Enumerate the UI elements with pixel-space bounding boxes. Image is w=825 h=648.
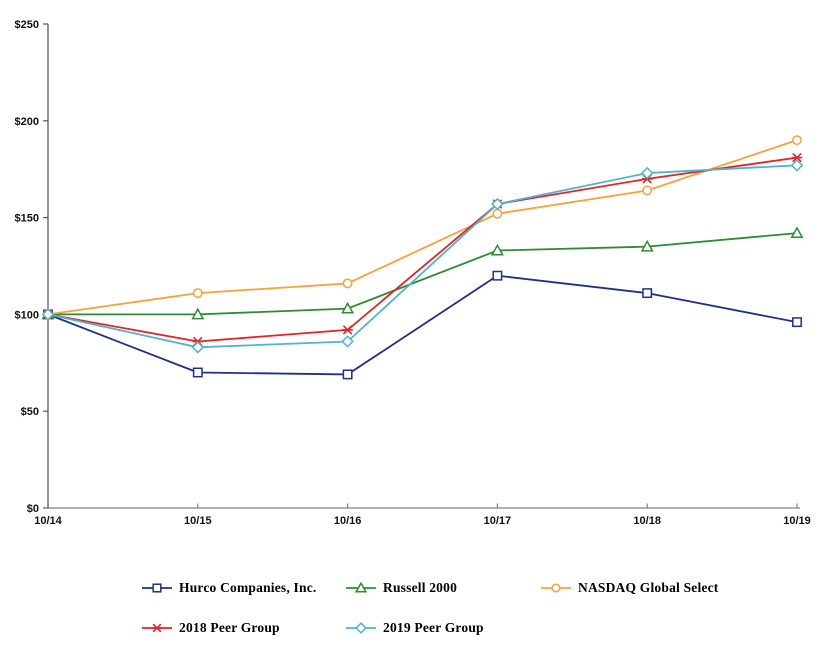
legend-item-2018-peer-group: 2018 Peer Group bbox=[141, 620, 280, 636]
y-tick-label: $100 bbox=[15, 309, 39, 321]
performance-line-chart: $0 $50 $100 $150 $200 $250 10/14 10/15 10/16 10/1… bbox=[15, 19, 811, 527]
x-tick-label: 10/16 bbox=[334, 515, 362, 527]
asterisk-marker-icon bbox=[152, 623, 162, 633]
asterisk-marker-icon bbox=[342, 325, 353, 335]
series-hurco-companies-inc bbox=[43, 270, 802, 380]
circle-marker-icon bbox=[192, 288, 203, 299]
y-tick-label: $250 bbox=[15, 19, 39, 31]
circle-marker-icon bbox=[540, 582, 572, 594]
circle-marker-icon bbox=[792, 135, 802, 146]
legend-item-nasdaq-global-select: NASDAQ Global Select bbox=[540, 580, 719, 596]
circle-marker-icon bbox=[551, 583, 561, 593]
asterisk-marker-icon bbox=[791, 152, 803, 163]
x-tick-label: 10/15 bbox=[184, 515, 212, 527]
square-marker-icon bbox=[141, 582, 173, 594]
y-tick-label: $0 bbox=[27, 503, 39, 515]
series-line bbox=[47, 274, 798, 376]
triangle-marker-icon bbox=[354, 581, 368, 593]
circle-marker-icon bbox=[492, 208, 503, 219]
x-tick-label: 10/14 bbox=[34, 515, 62, 527]
diamond-marker-icon bbox=[191, 341, 205, 354]
x-tick-label: 10/18 bbox=[633, 515, 661, 527]
diamond-marker-icon bbox=[341, 335, 354, 348]
triangle-marker-icon bbox=[640, 239, 654, 252]
asterisk-marker-icon bbox=[141, 622, 173, 634]
legend-item-hurco-companies: Hurco Companies, Inc. bbox=[141, 580, 316, 596]
series-line bbox=[48, 232, 798, 316]
diamond-marker-icon bbox=[41, 308, 55, 321]
legend-label-russell-2000: Russell 2000 bbox=[383, 580, 458, 595]
triangle-marker-icon bbox=[345, 581, 377, 594]
x-tick-label: 10/19 bbox=[783, 515, 811, 527]
series-line bbox=[47, 139, 798, 316]
legend-item-2019-peer-group: 2019 Peer Group bbox=[345, 620, 484, 636]
diamond-marker-icon bbox=[640, 166, 654, 180]
legend-item-russell-2000: Russell 2000 bbox=[345, 580, 457, 596]
series-2019-peer-group bbox=[41, 159, 804, 354]
triangle-marker-icon bbox=[191, 307, 205, 320]
diamond-marker-icon bbox=[491, 197, 504, 211]
series-nasdaq-global-select bbox=[43, 135, 802, 320]
square-marker-icon bbox=[492, 270, 503, 281]
legend-label-hurco-companies: Hurco Companies, Inc. bbox=[179, 580, 317, 595]
diamond-marker-icon bbox=[790, 159, 804, 172]
legend-label-nasdaq-global-select: NASDAQ Global Select bbox=[578, 580, 719, 595]
circle-marker-icon bbox=[642, 185, 653, 196]
series-line bbox=[47, 156, 798, 343]
triangle-marker-icon bbox=[341, 301, 355, 314]
circle-marker-icon bbox=[342, 278, 353, 289]
y-tick-label: $150 bbox=[15, 213, 39, 225]
legend-label-2019-peer-group: 2019 Peer Group bbox=[383, 620, 484, 635]
triangle-marker-icon bbox=[790, 226, 804, 239]
square-marker-icon bbox=[152, 583, 162, 593]
diamond-marker-icon bbox=[345, 622, 377, 634]
square-marker-icon bbox=[192, 367, 203, 378]
legend-label-2018-peer-group: 2018 Peer Group bbox=[179, 620, 280, 635]
x-tick-label: 10/17 bbox=[484, 515, 512, 527]
square-marker-icon bbox=[642, 288, 653, 299]
y-tick-label: $200 bbox=[15, 116, 39, 128]
triangle-marker-icon bbox=[490, 243, 504, 256]
series-line bbox=[47, 164, 798, 349]
square-marker-icon bbox=[342, 369, 353, 380]
diamond-marker-icon bbox=[355, 622, 367, 634]
square-marker-icon bbox=[792, 317, 802, 328]
y-tick-label: $50 bbox=[21, 406, 39, 418]
